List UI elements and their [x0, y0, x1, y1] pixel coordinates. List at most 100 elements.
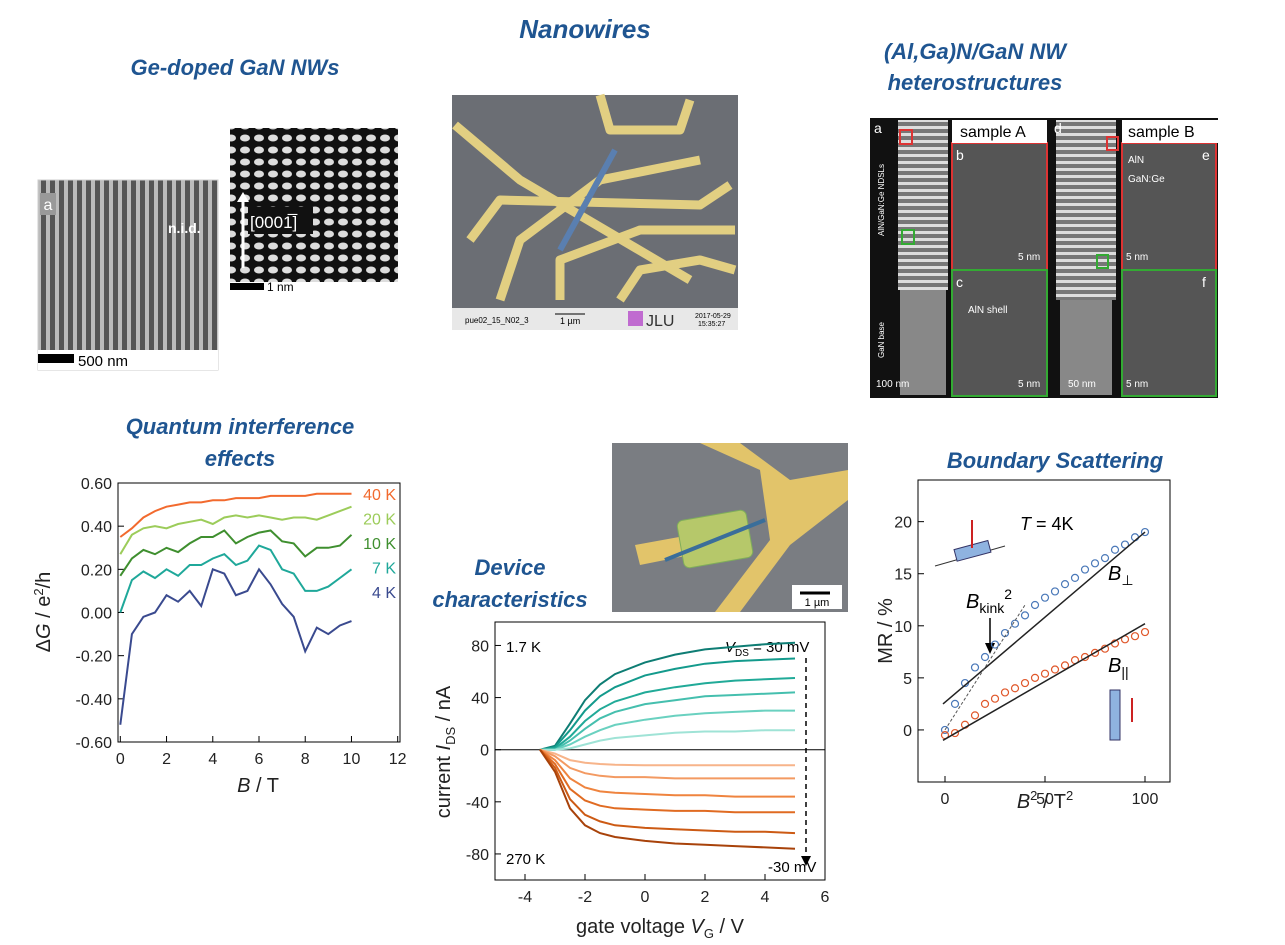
scatter-point: [1060, 580, 1070, 589]
panel-letter: b: [956, 147, 964, 163]
axis-label-part: DS: [443, 727, 458, 745]
scatter-point: [1090, 648, 1100, 657]
legend-entry: 20 K: [363, 512, 396, 529]
panel-heading: Boundary Scattering: [947, 448, 1164, 473]
scatter-point: [1130, 632, 1140, 641]
scatter-point: [1070, 573, 1080, 582]
scatter-point: [1100, 554, 1110, 563]
annotation-part: ⊥: [1121, 572, 1133, 588]
plot-frame: [117, 482, 401, 743]
series-line: [539, 748, 795, 767]
axis-label-part: B: [1017, 791, 1030, 813]
scale-label: 100 nm: [876, 379, 909, 390]
x-tick-label: -4: [518, 889, 532, 906]
y-axis-label: current IDS / nA: [433, 685, 458, 818]
annotation: B⊥: [1108, 563, 1134, 588]
annotation-part: kink: [979, 600, 1005, 616]
panel-letter: e: [1202, 147, 1210, 163]
timestamp: 15:35:27: [698, 321, 725, 328]
x-tick-label: -2: [578, 889, 592, 906]
y-tick-label: 0: [903, 723, 912, 740]
inset-image: 1 µm: [612, 443, 848, 612]
logo: JLU: [646, 313, 674, 330]
series-line: [119, 544, 353, 613]
series-line: [540, 691, 796, 751]
lattice-image: [0001̅] 1 nm: [230, 128, 398, 294]
y-tick-label: -80: [466, 847, 489, 864]
scatter-point: [1050, 665, 1060, 674]
axis-label-part: /h: [33, 572, 55, 589]
legend-entry: 7 K: [372, 561, 396, 578]
y-tick-label: 40: [471, 691, 489, 708]
scale-label: 5 nm: [1126, 252, 1148, 263]
scale-label: 500 nm: [78, 353, 128, 370]
x-tick-label: 6: [821, 889, 830, 906]
axis-label-part: G: [33, 623, 55, 639]
x-tick-label: 8: [301, 751, 310, 768]
scatter-point: [1020, 678, 1030, 688]
annotation: -30 mV: [768, 859, 816, 876]
panel-heading: Ge-doped GaN NWs: [130, 55, 339, 80]
x-axis-label: gate voltage VG / V: [576, 916, 745, 941]
annotation: 270 K: [506, 851, 545, 868]
series-line: [119, 529, 353, 577]
x-tick-label: 10: [343, 751, 361, 768]
x-axis-label: B / T: [237, 775, 279, 797]
annotation-part: B: [966, 591, 979, 613]
sample-label: sample B: [1128, 124, 1195, 141]
scatter-point: [990, 640, 1000, 649]
axis-label-part: I: [433, 744, 455, 750]
scatter-point: [950, 699, 960, 708]
scatter-point: [1120, 540, 1130, 549]
y-tick-label: -0.40: [76, 692, 113, 709]
axis-label-part: 2: [31, 588, 46, 595]
tem-image: sample A sample B a b c d e f AlN GaN:Ge…: [870, 118, 1218, 398]
side-label: AlN/GaN:Ge NDSLs: [877, 164, 886, 236]
x-tick-label: 2: [162, 751, 171, 768]
y-tick-label: 15: [894, 567, 912, 584]
annotation-part: B: [1108, 563, 1121, 585]
x-tick-label: 6: [255, 751, 264, 768]
scale-label: 50 nm: [1068, 379, 1096, 390]
legend-entry: 10 K: [363, 536, 396, 553]
series-line: [119, 567, 352, 725]
axis-label-part: / V: [714, 916, 745, 938]
scatter-point: [950, 728, 960, 738]
y-tick-label: -40: [466, 795, 489, 812]
x-tick-label: 50: [1036, 791, 1054, 808]
panel-letter: f: [1202, 274, 1206, 290]
device-image: pue02_15_N02_3 1 µm JLU 2017-05-29 15:35…: [452, 93, 738, 330]
y-axis-label: MR / %: [875, 598, 897, 664]
axis-label-part: 2: [1066, 788, 1073, 803]
scatter-point: [1080, 565, 1090, 574]
x-axis-label: B2 / T2: [1017, 788, 1073, 813]
axis-label-part: B: [237, 775, 250, 797]
series-line: [539, 748, 795, 798]
series-line: [540, 729, 795, 751]
direction-label: [0001̅]: [250, 213, 298, 232]
scatter-point: [1060, 661, 1070, 670]
annotation-part: = 30 mV: [749, 639, 809, 656]
panel-heading: Quantum interference: [126, 414, 355, 439]
scale-label: 5 nm: [1018, 379, 1040, 390]
axis-label-part: / T: [1037, 791, 1066, 813]
scale-label: 1 µm: [560, 316, 580, 326]
scatter-point: [1140, 527, 1150, 537]
timestamp: 2017-05-29: [695, 313, 731, 320]
scatter-point: [990, 694, 1000, 703]
axis-label-part: Δ: [33, 639, 55, 652]
scatter-point: [980, 652, 990, 662]
panel-heading: Device: [475, 555, 546, 580]
scatter-point: [1050, 587, 1060, 596]
sample-label: sample A: [960, 124, 1026, 141]
annotation: 1.7 K: [506, 639, 541, 656]
scatter-point: [1000, 688, 1010, 697]
panel-heading: (Al,Ga)N/GaN NW: [884, 39, 1068, 64]
series-line: [539, 677, 796, 751]
axis-label-part: 2: [1030, 788, 1037, 803]
series-line: [539, 749, 796, 835]
image-id: pue02_15_N02_3: [465, 316, 529, 325]
axis-label-part: / T: [250, 775, 279, 797]
scale-label: 5 nm: [1018, 252, 1040, 263]
fit-line: [942, 531, 1146, 705]
